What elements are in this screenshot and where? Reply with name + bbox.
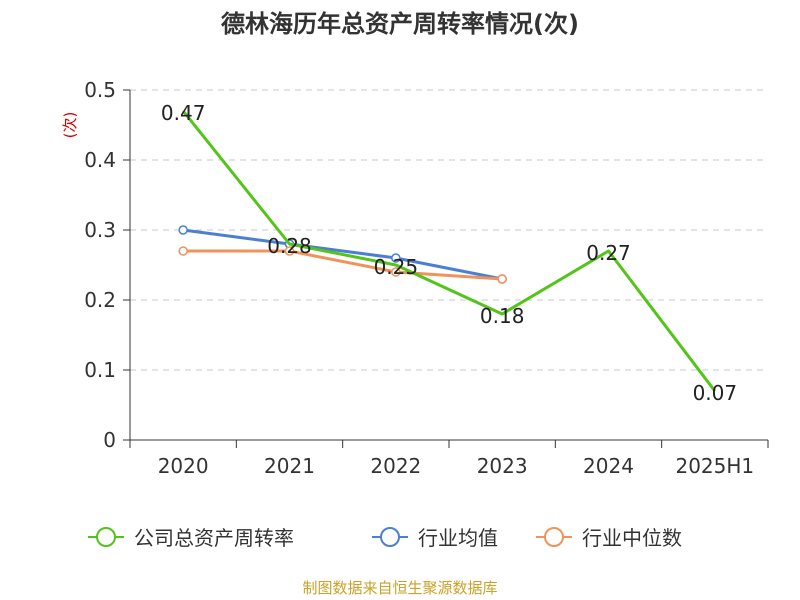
x-tick-label: 2020 xyxy=(158,454,209,478)
data-label: 0.27 xyxy=(586,241,631,265)
x-tick-label: 2025H1 xyxy=(675,454,754,478)
data-point xyxy=(284,246,295,256)
legend-marker xyxy=(380,527,400,547)
legend-marker xyxy=(544,527,564,547)
y-tick-label: 0.2 xyxy=(84,288,116,312)
data-point xyxy=(391,253,401,263)
x-tick-label: 2023 xyxy=(477,454,528,478)
y-tick-label: 0.1 xyxy=(84,358,116,382)
data-label: 0.18 xyxy=(480,304,525,328)
data-point xyxy=(178,225,188,235)
y-tick-label: 0.5 xyxy=(84,78,116,102)
legend-label: 公司总资产周转率 xyxy=(134,526,294,550)
data-point xyxy=(178,246,188,256)
series-line xyxy=(181,110,717,392)
series-line xyxy=(182,228,503,281)
data-label: 0.28 xyxy=(267,234,312,258)
legend-label: 行业中位数 xyxy=(582,526,682,550)
x-tick-label: 2022 xyxy=(370,454,421,478)
data-label: 0.07 xyxy=(693,381,738,405)
chart-title: 德林海历年总资产周转率情况(次) xyxy=(221,10,579,38)
y-axis-label: (次) xyxy=(61,112,79,139)
legend-label: 行业均值 xyxy=(418,526,498,550)
y-tick-label: 0.3 xyxy=(84,218,116,242)
y-tick-label: 0 xyxy=(103,428,116,452)
data-source-note: 制图数据来自恒生聚源数据库 xyxy=(302,579,498,597)
series-line xyxy=(183,249,503,281)
legend-marker xyxy=(96,527,116,547)
data-label: 0.47 xyxy=(161,101,206,125)
x-tick-label: 2024 xyxy=(583,454,634,478)
data-point xyxy=(497,274,507,284)
data-label: 0.25 xyxy=(374,255,419,279)
data-point xyxy=(391,267,401,277)
x-tick-label: 2021 xyxy=(264,454,315,478)
y-tick-label: 0.4 xyxy=(84,148,116,172)
